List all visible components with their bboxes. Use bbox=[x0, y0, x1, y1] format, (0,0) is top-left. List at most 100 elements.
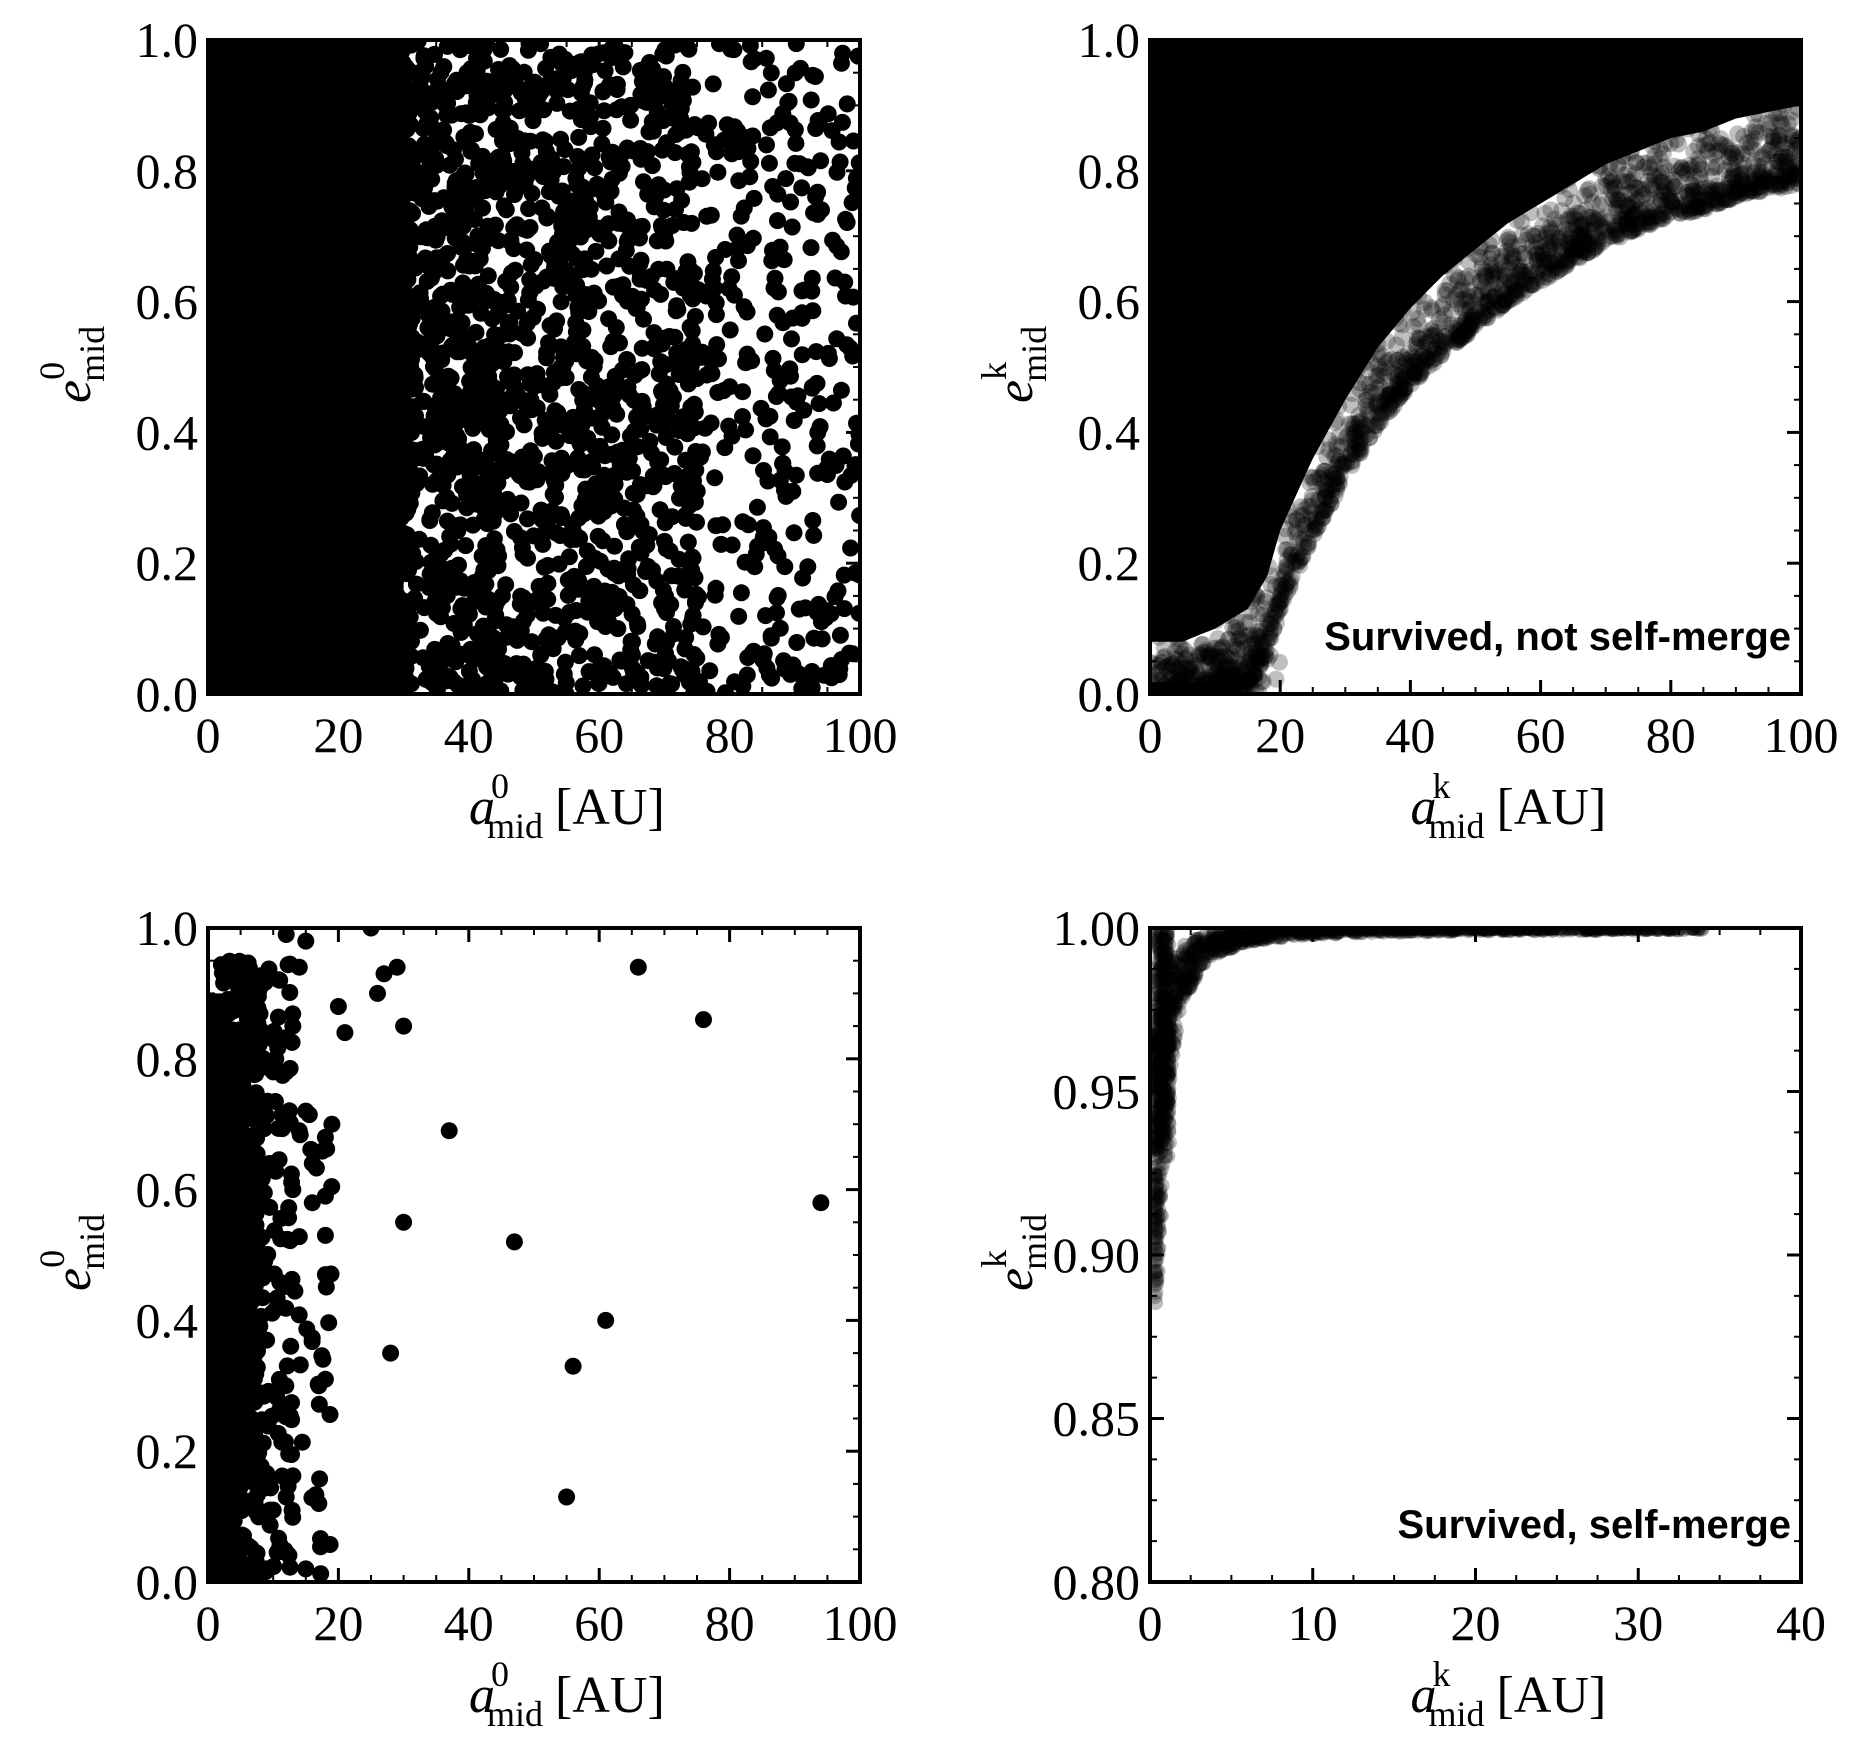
data-point-bottom-left-766 bbox=[812, 1194, 830, 1212]
data-point-top-right-1121 bbox=[1741, 138, 1759, 156]
data-point-top-left-1512 bbox=[512, 587, 530, 605]
data-point-top-right-792 bbox=[1327, 447, 1345, 465]
data-point-top-right-648 bbox=[1676, 198, 1694, 215]
data-point-top-left-1617 bbox=[571, 625, 589, 642]
data-point-top-right-773 bbox=[1208, 682, 1226, 694]
data-point-top-left-488 bbox=[415, 599, 433, 617]
data-point-top-left-734 bbox=[385, 459, 403, 477]
data-point-top-left-762 bbox=[403, 380, 421, 398]
data-point-top-right-944 bbox=[1729, 179, 1747, 197]
data-point-bottom-left-755 bbox=[388, 958, 406, 976]
data-point-top-left-736 bbox=[425, 263, 443, 281]
data-point-top-right-1006 bbox=[1183, 682, 1201, 694]
data-point-top-right-69 bbox=[1227, 666, 1245, 684]
data-point-top-left-713 bbox=[475, 561, 493, 579]
data-point-bottom-left-717 bbox=[284, 1467, 302, 1485]
data-point-top-right-810 bbox=[1166, 682, 1184, 694]
data-point-top-right-849 bbox=[1643, 209, 1660, 227]
data-point-top-left-1787 bbox=[804, 512, 822, 529]
data-point-top-right-1032 bbox=[1493, 247, 1511, 265]
data-point-top-left-1511 bbox=[518, 606, 536, 624]
data-point-top-right-0 bbox=[1730, 179, 1748, 197]
data-point-top-right-1310 bbox=[1150, 682, 1160, 694]
data-point-top-right-1243 bbox=[1375, 367, 1393, 385]
data-point-top-right-667 bbox=[1670, 135, 1687, 153]
y-tick-label-top-right-2: 0.4 bbox=[1078, 404, 1141, 460]
data-point-top-right-492 bbox=[1434, 257, 1452, 275]
data-point-top-right-1096 bbox=[1788, 169, 1801, 187]
data-point-top-left-976 bbox=[670, 550, 688, 568]
data-point-top-right-839 bbox=[1191, 682, 1209, 694]
data-point-top-right-1695 bbox=[1758, 170, 1776, 188]
data-point-top-right-723 bbox=[1327, 464, 1345, 482]
data-point-top-right-251 bbox=[1240, 672, 1258, 690]
data-point-top-right-136 bbox=[1233, 678, 1251, 694]
data-point-top-right-1623 bbox=[1611, 228, 1629, 246]
data-point-top-left-1708 bbox=[663, 217, 681, 235]
data-point-top-right-1315 bbox=[1246, 666, 1264, 684]
data-point-top-right-803 bbox=[1778, 148, 1796, 166]
data-point-top-left-595 bbox=[422, 140, 440, 158]
data-point-top-right-508 bbox=[1414, 338, 1432, 356]
data-point-bottom-left-664 bbox=[240, 1229, 258, 1247]
data-point-top-right-874 bbox=[1205, 639, 1223, 657]
data-point-top-right-1166 bbox=[1733, 184, 1751, 202]
data-point-top-left-1627 bbox=[564, 408, 582, 426]
data-point-top-left-581 bbox=[443, 494, 461, 512]
data-point-top-right-1224 bbox=[1726, 178, 1744, 196]
data-point-top-right-372 bbox=[1586, 233, 1604, 251]
data-point-top-left-1408 bbox=[567, 249, 585, 267]
data-point-top-right-293 bbox=[1680, 186, 1698, 204]
data-point-top-right-280 bbox=[1169, 630, 1187, 648]
data-point-top-left-2004 bbox=[789, 387, 807, 405]
data-point-top-right-941 bbox=[1290, 552, 1308, 570]
data-point-top-right-1072 bbox=[1335, 457, 1353, 475]
data-point-top-right-1698 bbox=[1575, 242, 1593, 259]
data-point-top-right-1446 bbox=[1640, 214, 1658, 232]
data-point-top-right-577 bbox=[1565, 210, 1583, 228]
data-point-top-right-633 bbox=[1607, 219, 1625, 237]
data-point-top-right-1257 bbox=[1312, 502, 1330, 520]
data-point-top-right-738 bbox=[1150, 682, 1168, 694]
y-tick-label-bottom-left-0: 0.0 bbox=[136, 1554, 199, 1610]
data-point-top-left-640 bbox=[450, 556, 467, 574]
data-point-top-right-1608 bbox=[1256, 647, 1274, 665]
data-point-top-right-1184 bbox=[1181, 682, 1199, 694]
data-point-top-right-645 bbox=[1740, 179, 1757, 197]
data-point-top-right-712 bbox=[1594, 222, 1612, 240]
data-point-top-right-126 bbox=[1747, 118, 1765, 136]
data-point-top-right-1514 bbox=[1397, 286, 1415, 304]
data-point-top-right-766 bbox=[1342, 445, 1360, 463]
data-point-top-right-933 bbox=[1331, 467, 1349, 485]
data-point-top-right-1339 bbox=[1534, 217, 1552, 235]
data-point-top-right-1098 bbox=[1167, 682, 1185, 694]
data-point-top-left-1811 bbox=[805, 526, 823, 544]
data-point-top-right-247 bbox=[1379, 386, 1397, 404]
data-point-top-right-532 bbox=[1719, 190, 1737, 208]
data-point-top-right-1249 bbox=[1309, 438, 1327, 455]
data-point-top-right-1226 bbox=[1618, 219, 1636, 237]
data-point-top-right-196 bbox=[1703, 191, 1721, 208]
data-point-top-left-1515 bbox=[512, 529, 530, 547]
data-point-top-right-472 bbox=[1153, 682, 1171, 694]
data-point-top-right-1172 bbox=[1317, 478, 1334, 496]
data-point-top-right-842 bbox=[1721, 149, 1739, 166]
data-point-top-right-375 bbox=[1227, 676, 1245, 694]
data-point-top-right-642 bbox=[1772, 152, 1790, 170]
data-point-top-right-1378 bbox=[1186, 682, 1204, 694]
data-point-top-right-1458 bbox=[1483, 244, 1501, 262]
data-point-top-right-33 bbox=[1409, 367, 1427, 385]
data-point-top-right-531 bbox=[1726, 183, 1744, 201]
data-point-top-left-1222 bbox=[556, 368, 574, 386]
data-point-top-right-1087 bbox=[1150, 682, 1168, 694]
data-point-top-right-1168 bbox=[1244, 629, 1262, 647]
data-point-top-right-1056 bbox=[1150, 671, 1161, 689]
data-point-top-right-922 bbox=[1218, 673, 1236, 691]
data-point-top-right-1109 bbox=[1707, 191, 1725, 209]
data-point-top-left-1539 bbox=[533, 424, 551, 442]
data-point-top-right-1385 bbox=[1453, 299, 1471, 317]
data-point-top-left-1790 bbox=[742, 153, 760, 170]
data-point-top-right-1540 bbox=[1154, 682, 1172, 694]
data-point-top-right-307 bbox=[1416, 353, 1434, 370]
